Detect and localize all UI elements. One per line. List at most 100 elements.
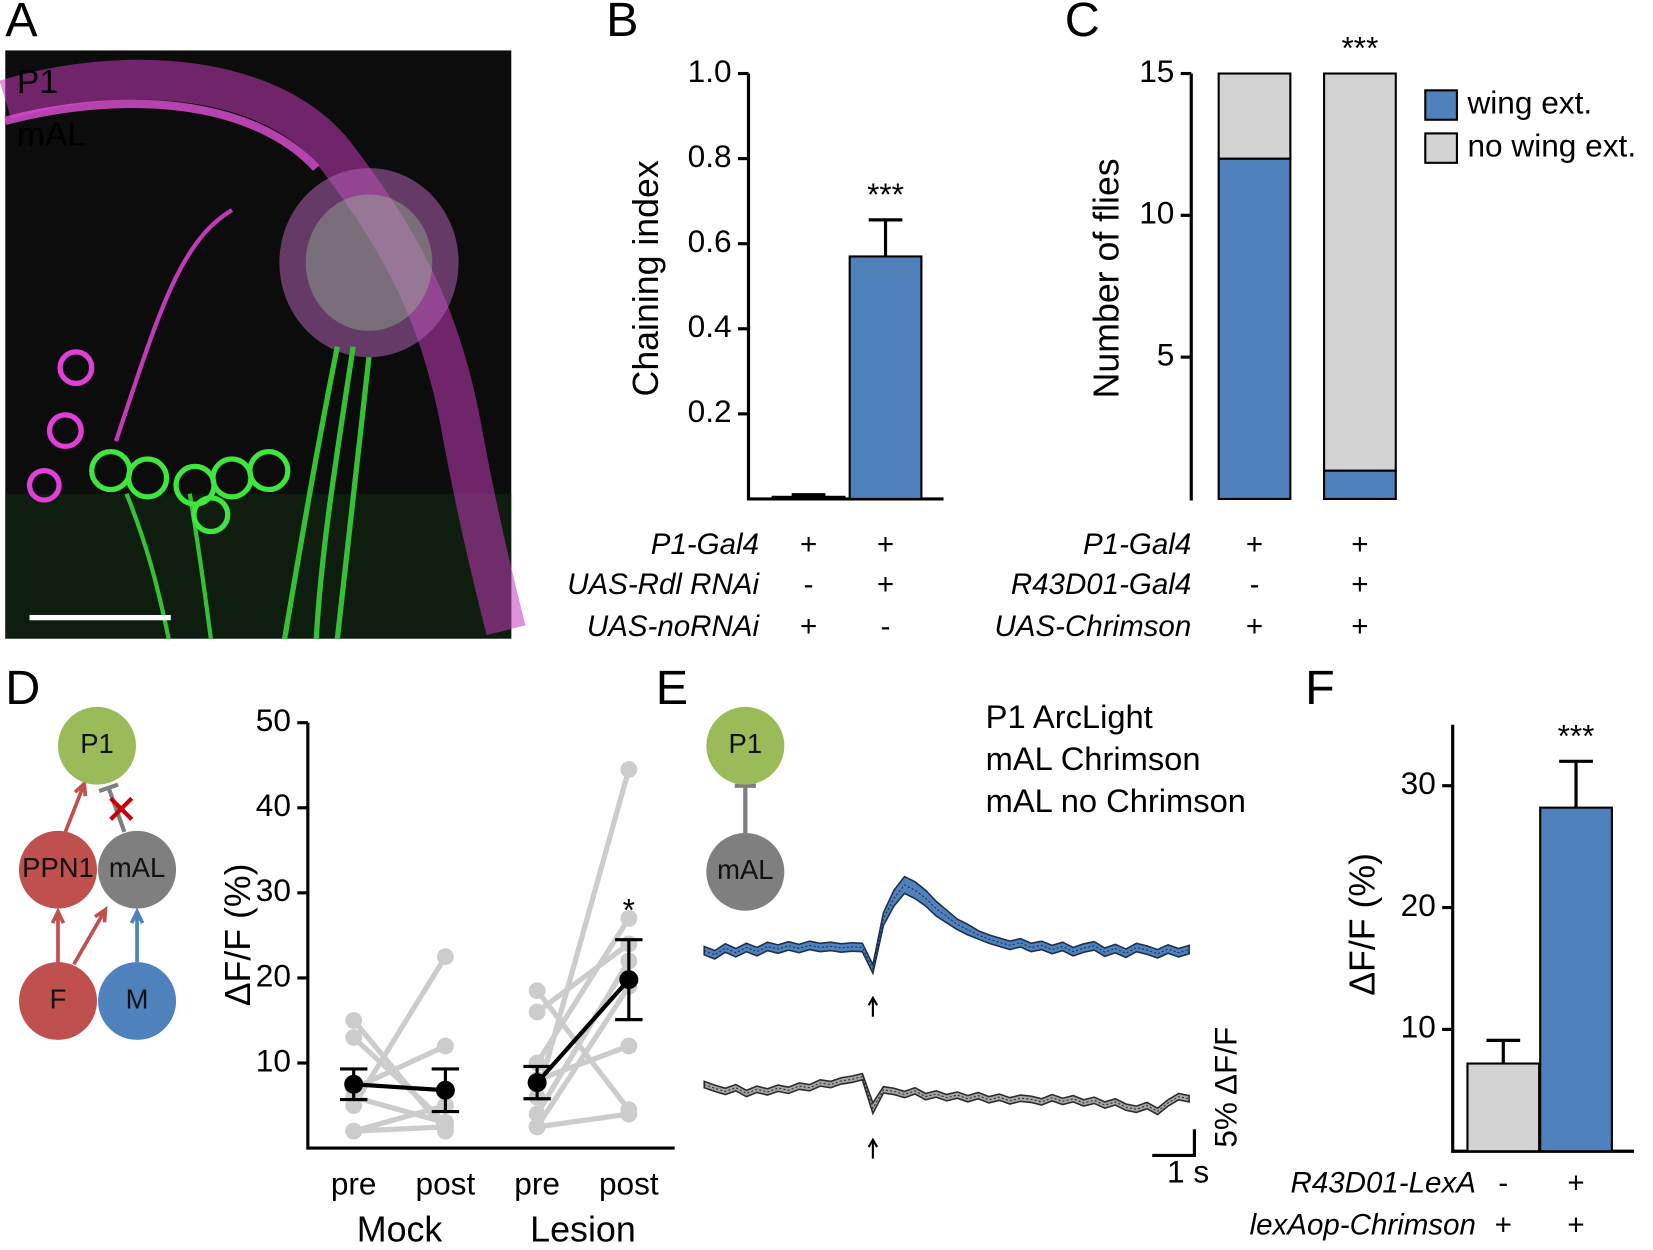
arrow (72, 906, 108, 966)
y-tick-label: 1.0 (688, 53, 732, 89)
image-fiber (4, 99, 320, 171)
genotype-label: P1-Gal4 (651, 528, 759, 561)
scale-label-y: 5% ΔF/F (1207, 1027, 1243, 1148)
genotype-label: UAS-noRNAi (587, 610, 761, 643)
fly-point (345, 1029, 363, 1046)
genotype-label: P1-Gal4 (1083, 528, 1191, 561)
group-label: Lesion (530, 1210, 636, 1250)
arrow (129, 907, 145, 963)
y-tick-label: 10 (1401, 1009, 1436, 1045)
y-axis-label: ΔF/F (%) (1343, 853, 1383, 996)
legend-label: mAL Chrimson (986, 740, 1201, 777)
x-tick-label: post (599, 1165, 659, 1201)
mean-point (344, 1074, 364, 1094)
node-label: PPN1 (22, 852, 94, 883)
fly-line (353, 1124, 446, 1134)
stimulus-arrow (867, 1137, 879, 1159)
y-tick-label: 30 (1401, 765, 1436, 801)
fly-point (620, 1105, 638, 1123)
mean-point (619, 970, 639, 990)
image-fiber (113, 208, 234, 442)
error-band (703, 875, 1190, 976)
node-label: M (126, 983, 149, 1014)
genotype-sign: + (800, 610, 817, 643)
block-mark (109, 796, 134, 821)
significance: *** (1341, 30, 1378, 66)
micrograph (0, 50, 526, 640)
scale-label-x: 1 s (1167, 1154, 1209, 1190)
genotype-sign: + (800, 528, 817, 561)
inhibition (734, 783, 756, 833)
y-axis-label: ΔF/F (%) (218, 863, 258, 1006)
error-band (703, 1072, 1190, 1116)
image-region (5, 493, 512, 639)
y-tick-label: 30 (256, 872, 291, 908)
genotype-sign: + (877, 568, 894, 601)
fly-point (436, 948, 454, 966)
y-tick-label: 20 (1401, 887, 1436, 923)
fly-point (436, 1037, 454, 1055)
arrow (63, 779, 88, 833)
genotype-label: UAS-Chrimson (994, 610, 1191, 643)
genotype-sign: - (881, 610, 891, 643)
panel-label: A (5, 0, 38, 47)
image-cells (26, 349, 95, 503)
trace-line (704, 1076, 1190, 1112)
mean-point (527, 1073, 547, 1093)
fly-point (345, 1012, 363, 1029)
y-tick-label: 0.6 (688, 223, 732, 259)
genotype-sign: + (1495, 1209, 1512, 1242)
image-label: P1 (17, 64, 58, 101)
node (18, 830, 97, 909)
y-tick-label: 10 (1139, 195, 1174, 231)
y-tick-label: 20 (256, 957, 291, 993)
bar (848, 255, 923, 501)
legend-label: wing ext. (1466, 84, 1592, 120)
genotype-sign: - (1250, 568, 1260, 601)
node-label: mAL (717, 854, 773, 885)
fly-line (352, 1094, 447, 1126)
node-label: P1 (80, 728, 114, 759)
fly-line (352, 1103, 447, 1134)
y-tick-label: 0.4 (688, 308, 732, 344)
y-axis-label: Number of flies (1086, 158, 1126, 398)
scale-bar (1152, 1129, 1197, 1158)
bar (1466, 1062, 1541, 1153)
legend-label: mAL no Chrimson (986, 782, 1246, 819)
y-tick-label: 5 (1157, 337, 1175, 373)
fly-line (351, 1018, 448, 1133)
y-tick-label: 0.2 (688, 393, 732, 429)
node (706, 832, 785, 911)
fly-point (620, 1037, 638, 1055)
stimulus-arrow (867, 995, 879, 1017)
arrow (50, 907, 66, 965)
node (18, 962, 97, 1040)
genotype-sign: + (877, 528, 894, 561)
legend-swatch (1424, 132, 1458, 164)
significance: *** (1558, 718, 1595, 754)
mean-point (435, 1080, 455, 1100)
significance: * (623, 892, 635, 928)
fly-line (352, 1043, 447, 1091)
genotype-sign: + (1351, 568, 1368, 601)
fly-line (536, 1043, 630, 1083)
node (57, 706, 136, 785)
mean-line (535, 978, 631, 1084)
image-blob (279, 168, 459, 358)
bar-segment (1323, 469, 1397, 500)
node-label: P1 (729, 728, 763, 759)
image-label: mAL (17, 116, 86, 153)
node (706, 706, 785, 785)
panel-label: C (1065, 0, 1100, 47)
genotype-label: UAS-Rdl RNAi (567, 568, 760, 601)
genotype-label: R43D01-Gal4 (1011, 568, 1191, 601)
genotype-label: R43D01-LexA (1291, 1167, 1476, 1200)
genotype-sign: + (1351, 528, 1368, 561)
genotype-sign: - (1498, 1167, 1508, 1200)
fly-point (620, 761, 638, 778)
fly-point (436, 1118, 454, 1136)
legend-label: no wing ext. (1467, 127, 1636, 163)
node-label: mAL (109, 852, 165, 883)
